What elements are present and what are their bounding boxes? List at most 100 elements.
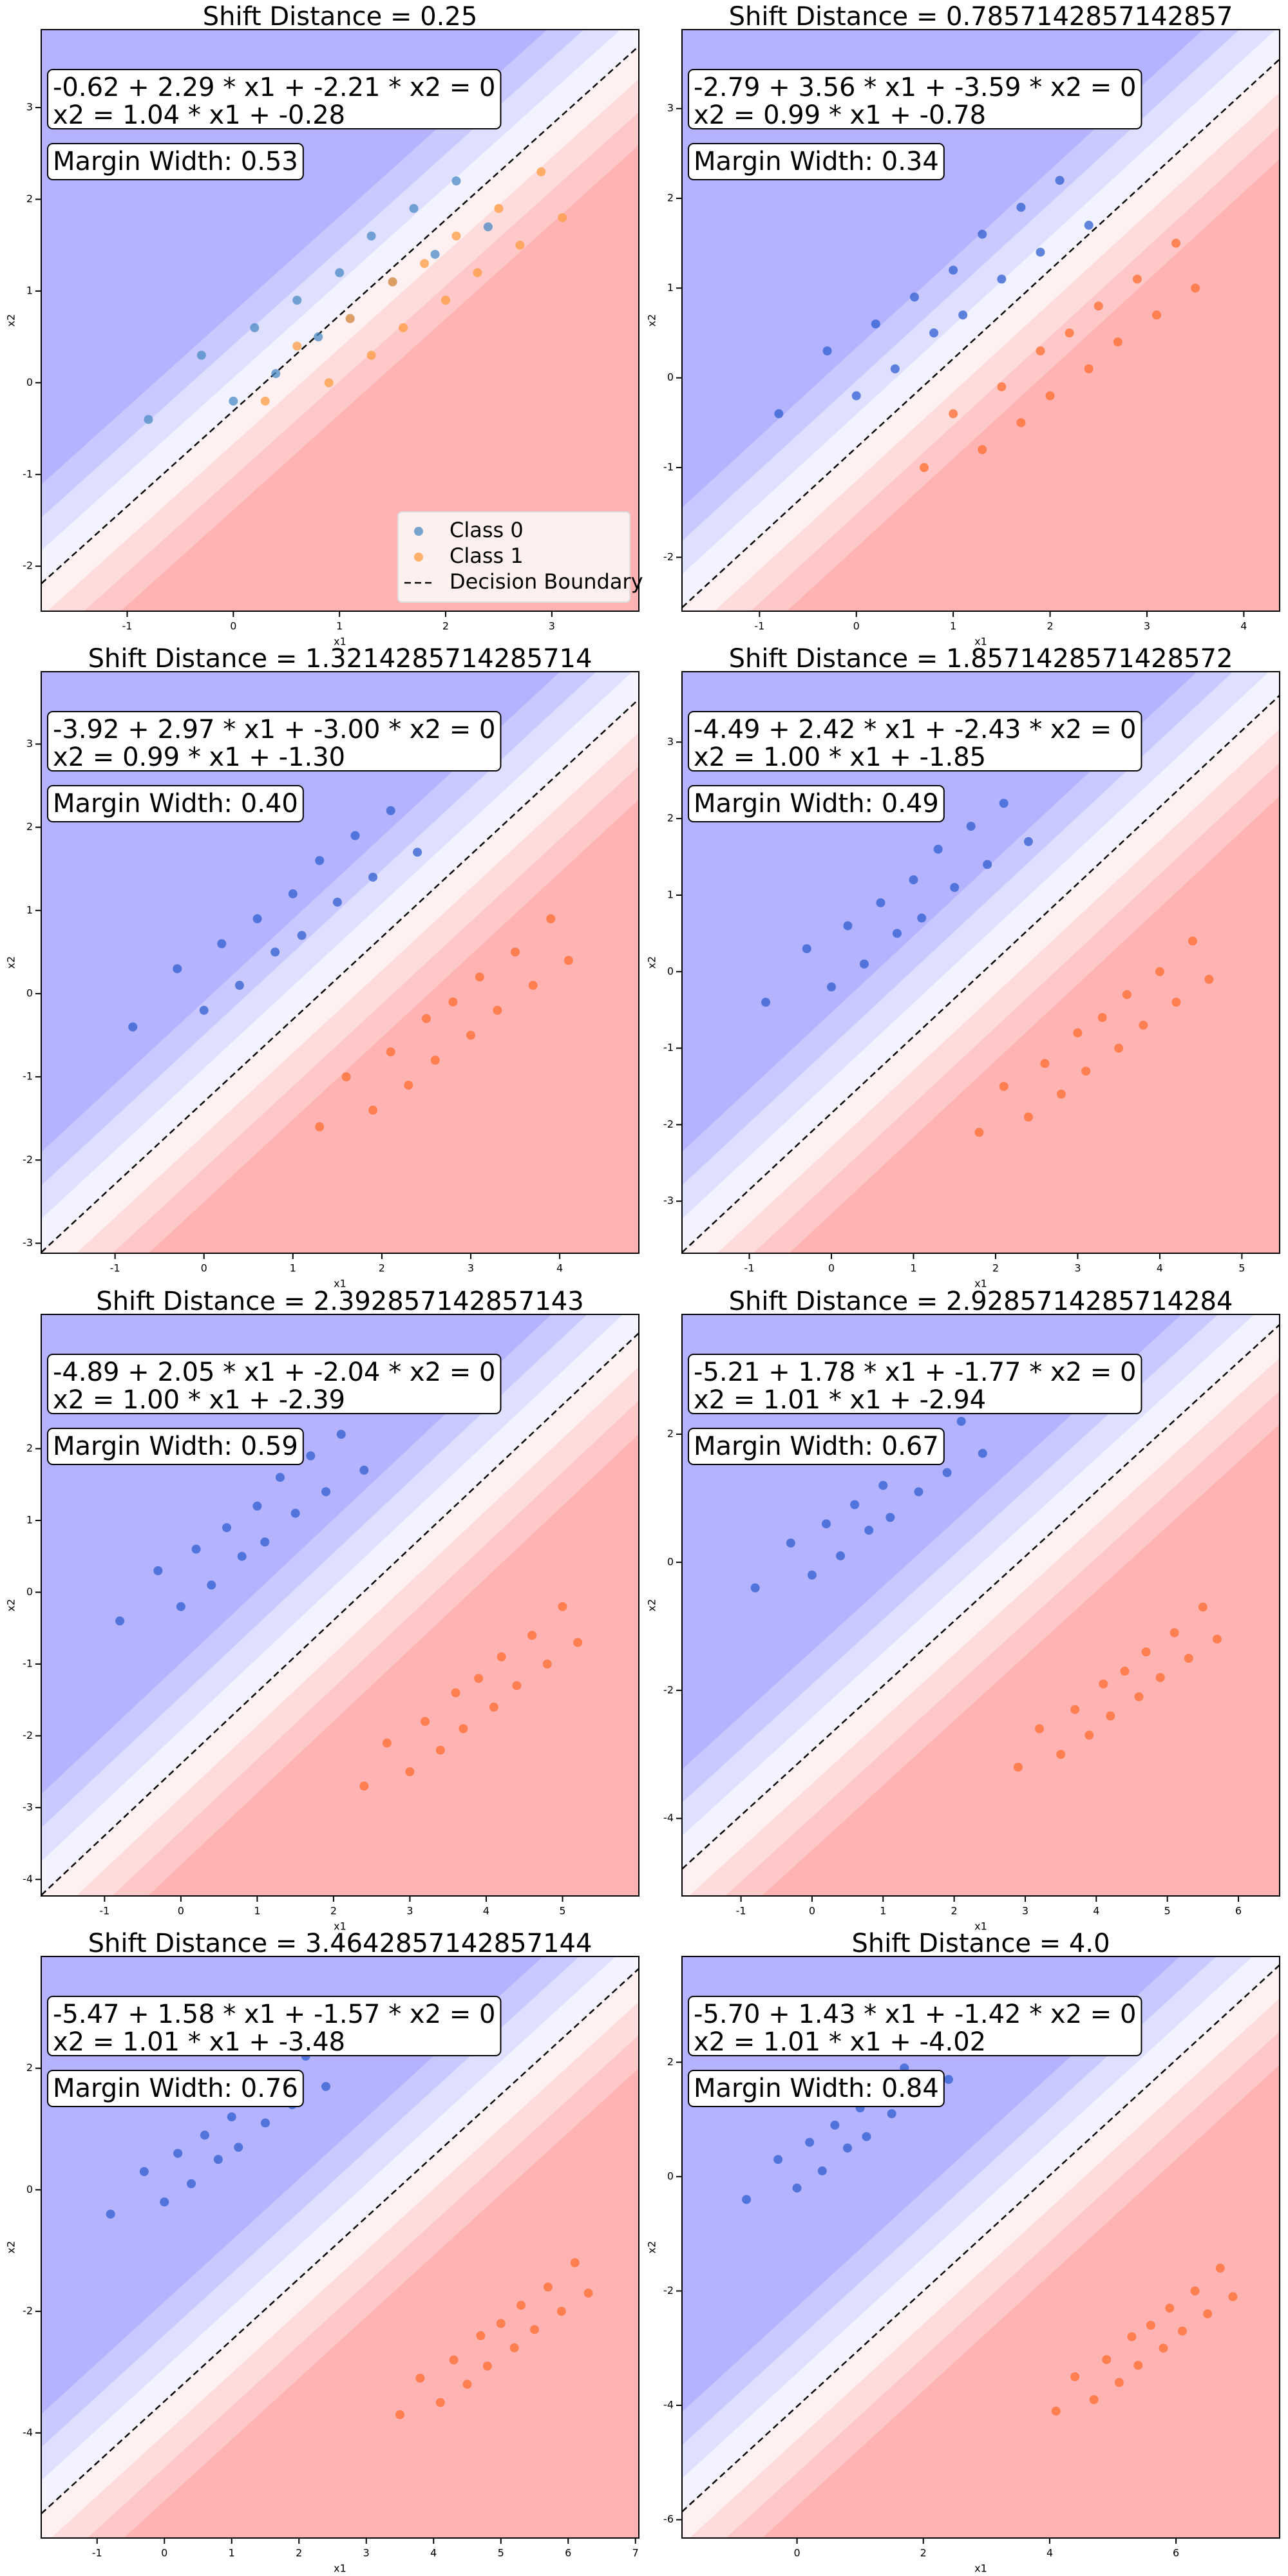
y-tick-label: -6 <box>663 2513 674 2525</box>
point <box>250 323 260 332</box>
decision-boundary <box>682 59 1280 609</box>
y-axis-label: x2 <box>5 1599 17 1612</box>
point <box>1023 837 1033 846</box>
equation-line: -5.47 + 1.58 * x1 + -1.57 * x2 = 0 <box>53 2000 495 2029</box>
point <box>822 346 832 355</box>
point <box>421 1014 431 1023</box>
point <box>421 1717 430 1727</box>
x-tick-label: 3 <box>549 620 555 632</box>
point <box>843 2143 853 2153</box>
point <box>1036 247 1045 257</box>
point <box>213 2155 223 2164</box>
point <box>742 2195 752 2204</box>
point <box>430 249 440 259</box>
y-tick-label: 0 <box>667 1555 674 1567</box>
point <box>292 341 302 351</box>
point <box>530 2325 540 2334</box>
point <box>542 1659 552 1669</box>
y-axis-label: x2 <box>646 956 658 969</box>
point <box>1084 220 1094 230</box>
equation-frame <box>47 1996 502 2056</box>
point <box>997 274 1007 284</box>
equation-box: -3.92 + 2.97 * x1 + -3.00 * x2 = 0x2 = 0… <box>47 711 502 772</box>
equation-line: x2 = 1.04 * x1 + -0.28 <box>53 100 345 130</box>
point <box>1040 1059 1050 1068</box>
margin-frame <box>688 785 945 822</box>
point <box>909 292 919 302</box>
point <box>909 875 918 885</box>
legend-label: Class 1 <box>450 544 524 568</box>
margin-text: Margin Width: 0.49 <box>694 789 939 819</box>
x-tick-label: -1 <box>736 1905 746 1917</box>
y-axis-label: x2 <box>5 314 17 327</box>
x-tick-label: -1 <box>754 620 764 632</box>
point <box>261 2118 270 2128</box>
y-tick-label: 2 <box>667 191 674 204</box>
point <box>404 1081 413 1090</box>
x-tick-label: 1 <box>290 1262 296 1274</box>
x-tick-label: 4 <box>1046 2547 1053 2559</box>
x-tick-label: 4 <box>1093 1905 1099 1917</box>
point <box>115 1616 125 1626</box>
point <box>229 396 238 406</box>
point <box>1120 1666 1130 1676</box>
point <box>106 2210 115 2219</box>
y-tick-label: 1 <box>26 1513 33 1526</box>
margin-box: Margin Width: 0.49 <box>688 785 945 822</box>
point <box>315 856 325 866</box>
point <box>942 1468 952 1477</box>
point <box>1084 364 1094 374</box>
y-tick-label: 2 <box>667 2056 674 2068</box>
point <box>515 240 525 250</box>
point <box>217 939 227 949</box>
point <box>415 2373 425 2383</box>
point <box>420 259 430 269</box>
point <box>1184 1654 1193 1663</box>
y-tick-label: 1 <box>667 888 674 900</box>
point <box>234 981 244 990</box>
point <box>413 848 422 857</box>
axes-frame <box>681 29 1280 612</box>
x-tick-label: 2 <box>951 1905 958 1917</box>
point <box>997 382 1007 392</box>
equation-box: -5.47 + 1.58 * x1 + -1.57 * x2 = 0x2 = 1… <box>47 1996 502 2057</box>
equation-box: -0.62 + 2.29 * x1 + -2.21 * x2 = 0x2 = 1… <box>47 69 502 130</box>
point <box>1171 998 1181 1007</box>
point <box>1106 1711 1115 1721</box>
point <box>805 2137 815 2147</box>
point <box>886 1513 895 1522</box>
point <box>1228 2292 1238 2302</box>
point <box>558 1602 567 1611</box>
point <box>1016 418 1026 428</box>
panel-title: Shift Distance = 2.9285714285714284 <box>729 1287 1233 1316</box>
point <box>543 2282 553 2292</box>
x-tick-label: 5 <box>1238 1262 1245 1274</box>
point <box>943 2074 953 2084</box>
legend-marker <box>414 553 423 562</box>
decision-boundary <box>682 694 1280 1253</box>
equation-line: -2.79 + 3.56 * x1 + -3.59 * x2 = 0 <box>694 73 1136 102</box>
point <box>1114 2378 1124 2387</box>
point <box>459 1724 468 1734</box>
axes-frame <box>41 1956 639 2539</box>
point <box>405 1767 415 1777</box>
point <box>1215 2263 1225 2273</box>
point <box>234 2143 243 2152</box>
y-tick-label: 1 <box>667 281 674 294</box>
point <box>395 2410 405 2420</box>
x-tick-label: -1 <box>110 1262 120 1274</box>
point <box>774 409 784 419</box>
